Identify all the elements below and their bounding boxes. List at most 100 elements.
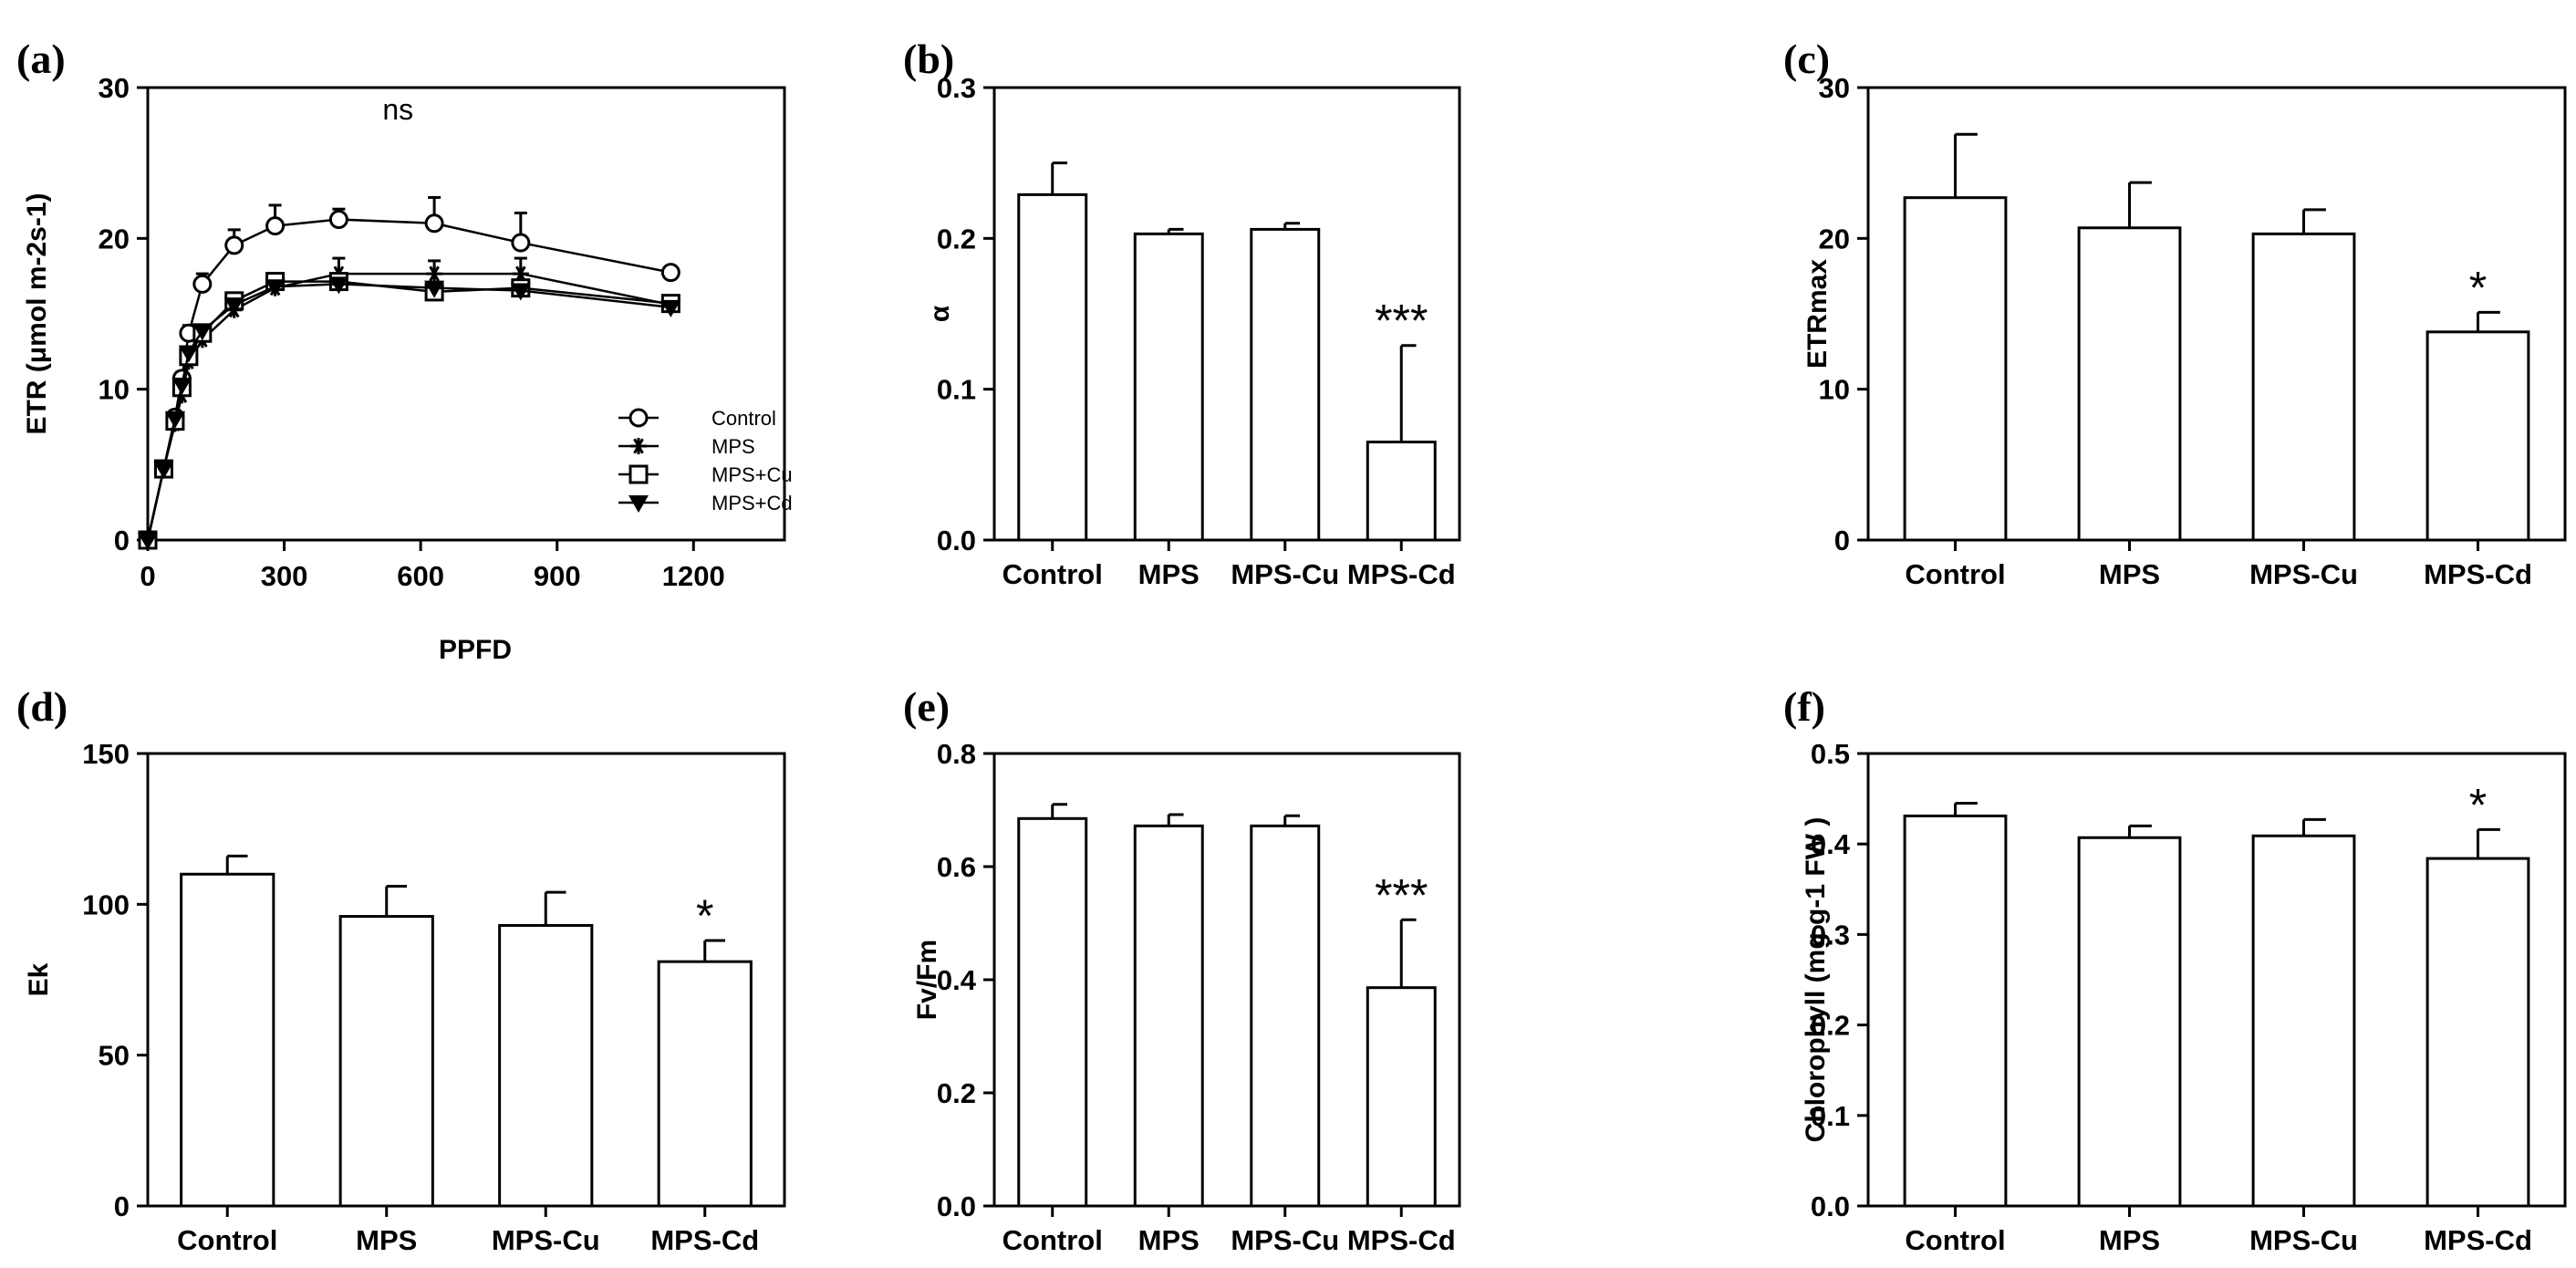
y-tick-label: 0.0 — [937, 1190, 976, 1222]
data-point — [660, 299, 681, 317]
significance-marker: *** — [1375, 296, 1428, 347]
bar — [180, 872, 275, 1208]
y-tick-label: 50 — [99, 1040, 130, 1072]
data-point — [192, 323, 213, 341]
data-point — [660, 263, 680, 283]
significance-marker: *** — [1375, 869, 1428, 920]
x-category-label: Control — [1905, 558, 2005, 590]
data-point — [265, 279, 286, 297]
significance-marker: * — [696, 890, 713, 941]
x-tick-label: 600 — [397, 560, 444, 592]
panel-c: (c) 0 10 20 30 ETRmax Control MPS MPS-Cu MPS-Cd * — [1783, 36, 2567, 590]
y-tick-label: 0.2 — [937, 1077, 976, 1109]
y-tick-label: 0.8 — [937, 738, 976, 770]
series-line — [146, 272, 671, 541]
x-category-label: Control — [177, 1224, 277, 1256]
data-point — [510, 283, 531, 301]
y-axis-title: ETR (μmol m-2s-1) — [22, 192, 52, 434]
series-mps-cd — [138, 276, 681, 550]
y-tick-label: 150 — [82, 738, 130, 770]
x-category-label: MPS-Cd — [1347, 558, 1456, 590]
x-category-label: MPS — [2099, 1224, 2160, 1256]
significance-marker: * — [2469, 779, 2487, 830]
data-point — [171, 377, 192, 395]
bar — [2251, 834, 2356, 1208]
bar — [2077, 226, 2182, 542]
legend: Control MPS MPS+Cu MPS+Cd — [618, 407, 793, 514]
bar — [2077, 836, 2182, 1208]
data-point — [164, 411, 185, 429]
bar — [338, 915, 434, 1208]
bar — [1903, 196, 2008, 542]
y-tick-label: 0.1 — [937, 374, 976, 406]
x-category-label: Control — [1905, 1224, 2005, 1256]
x-category-label: MPS-Cd — [1347, 1224, 1456, 1256]
x-tick-label: 300 — [261, 560, 308, 592]
y-tick-label: 30 — [1819, 72, 1850, 104]
y-tick-label: 0.0 — [937, 525, 976, 556]
plot-frame — [146, 86, 786, 542]
y-tick-label: 0.2 — [1811, 1010, 1850, 1042]
x-tick-label: 0 — [140, 560, 155, 592]
bar — [1366, 986, 1437, 1208]
data-point — [153, 462, 174, 480]
legend-label: Control — [712, 407, 776, 430]
panel-letter: (b) — [903, 36, 954, 82]
x-category-label: MPS — [1138, 558, 1200, 590]
x-category-label: MPS-Cu — [492, 1224, 600, 1256]
data-point — [192, 274, 213, 294]
bar — [1017, 192, 1088, 542]
series-control — [138, 195, 680, 550]
y-tick-label: 0.1 — [1811, 1100, 1850, 1132]
y-axis-title: Chlorophyll (mg g-1 FW ) — [1801, 817, 1831, 1143]
panel-f: (f) 0.0 0.1 0.2 0.3 0.4 0.5 Chlorophyll (mg g-1… — [1783, 683, 2567, 1256]
bar — [1250, 824, 1321, 1208]
bar — [2251, 232, 2356, 542]
x-category-label: MPS — [356, 1224, 417, 1256]
x-category-label: MPS-Cu — [2249, 558, 2358, 590]
data-point — [224, 235, 244, 255]
x-category-label: Control — [1002, 1224, 1103, 1256]
bar — [1017, 816, 1088, 1208]
y-tick-label: 0 — [114, 525, 130, 556]
data-point — [424, 280, 445, 298]
y-axis-title: Fv/Fm — [912, 940, 942, 1020]
y-tick-label: 0.6 — [937, 851, 976, 883]
series-line — [146, 280, 671, 541]
plot-frame — [1866, 752, 2567, 1208]
legend-marker — [628, 495, 649, 513]
plot-frame — [146, 752, 786, 1208]
y-tick-label: 0.4 — [1811, 828, 1851, 860]
legend-marker — [628, 408, 649, 428]
y-axis-title: α — [925, 305, 955, 322]
significance-marker: * — [2469, 262, 2487, 313]
y-tick-label: 10 — [1819, 374, 1850, 406]
panel-letter: (d) — [16, 683, 68, 730]
panel-letter: (c) — [1783, 36, 1830, 82]
data-point — [265, 216, 286, 236]
x-category-label: MPS-Cu — [1231, 1224, 1339, 1256]
data-point — [426, 265, 443, 283]
data-point — [178, 345, 199, 363]
panel-letter: (a) — [16, 36, 66, 82]
bar — [1250, 227, 1321, 542]
panel-a: (a) 0 10 20 30 ETR (μmol m-2s-1) 0 300 600 900 120… — [16, 36, 793, 665]
x-category-label: Control — [1002, 558, 1103, 590]
y-tick-label: 30 — [99, 72, 130, 104]
y-tick-label: 20 — [99, 223, 130, 255]
y-tick-label: 0.0 — [1811, 1190, 1850, 1222]
panel-letter: (e) — [903, 683, 950, 730]
y-axis-title: Ek — [24, 962, 54, 996]
series-line — [146, 283, 671, 541]
panel-e: (e) 0.0 0.2 0.4 0.6 0.8 Fv/Fm Control MPS MPS-Cu M… — [903, 683, 1461, 1256]
x-category-label: MPS-Cd — [2424, 1224, 2532, 1256]
y-tick-label: 0.3 — [1811, 919, 1850, 951]
plot-frame — [1866, 86, 2567, 542]
data-point — [328, 276, 349, 295]
panel-b: (b) 0.0 0.1 0.2 0.3 α Control MPS MPS-Cu MPS-Cd **… — [903, 36, 1461, 590]
bar — [1133, 824, 1204, 1208]
y-tick-label: 10 — [99, 374, 130, 406]
y-tick-label: 20 — [1819, 223, 1850, 255]
data-point — [328, 210, 348, 230]
